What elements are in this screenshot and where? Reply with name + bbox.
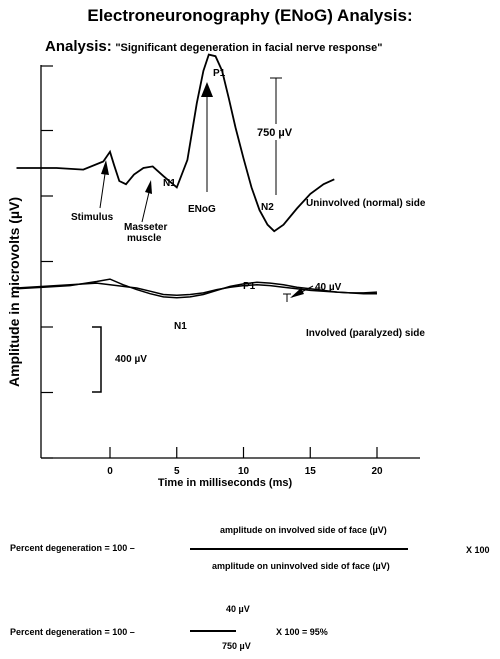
analysis-text: "Significant degeneration in facial nerv… xyxy=(115,42,383,54)
scale-bar-label: 400 µV xyxy=(115,354,147,365)
label-40uv: 40 µV xyxy=(315,282,342,293)
x-tick-label-15: 15 xyxy=(305,466,317,477)
x-tick-label-20: 20 xyxy=(371,466,383,477)
x-tick-label-0: 0 xyxy=(107,466,113,477)
arrow-40uv-head xyxy=(290,288,304,298)
label-stimulus: Stimulus xyxy=(71,212,114,223)
series-uninvolved-line xyxy=(16,53,335,233)
analysis-label: Analysis: xyxy=(45,38,112,55)
formula2-fraction-bar xyxy=(190,630,236,632)
formula2-numerator: 40 µV xyxy=(226,604,250,614)
label-uninvolved-side: Uninvolved (normal) side xyxy=(306,198,426,209)
formula1-mult: X 100 xyxy=(466,545,490,555)
formula1-left: Percent degeneration = 100 – xyxy=(10,543,135,553)
label-n2-normal: N2 xyxy=(261,202,274,213)
arrow-masseter-shaft xyxy=(141,187,151,223)
arrow-enog-head xyxy=(201,82,213,97)
amplitude-label-bg xyxy=(255,124,299,140)
formula2-denominator: 750 µV xyxy=(222,641,251,651)
x-tick-label-10: 10 xyxy=(238,466,250,477)
label-p1-involved: P1 xyxy=(243,281,256,292)
label-p1-normal: P1 xyxy=(213,68,226,79)
chart-title: Electroneuronography (ENoG) Analysis: xyxy=(87,6,413,25)
y-axis-label: Amplitude in microvolts (µV) xyxy=(6,197,22,387)
label-involved-side: Involved (paralyzed) side xyxy=(306,328,425,339)
label-n1-involved: N1 xyxy=(174,321,187,332)
formula2-result: X 100 = 95% xyxy=(276,627,328,637)
series-involved-line xyxy=(16,282,378,297)
analysis-line: Analysis: "Significant degeneration in f… xyxy=(45,38,383,55)
label-masseter: Masseter muscle xyxy=(124,222,167,244)
formula1-numerator: amplitude on involved side of face (µV) xyxy=(220,525,387,535)
x-axis-ticks: 0 5 10 15 20 xyxy=(107,447,383,477)
formula1-denominator: amplitude on uninvolved side of face (µV… xyxy=(212,561,390,571)
x-tick-label-5: 5 xyxy=(174,466,180,477)
formula2-left: Percent degeneration = 100 – xyxy=(10,627,135,637)
arrow-masseter-head xyxy=(145,180,152,194)
scale-bar xyxy=(92,326,102,393)
x-axis-label: Time in milliseconds (ms) xyxy=(158,477,293,489)
y-axis-ticks xyxy=(41,65,53,459)
formula1-fraction-bar xyxy=(190,548,408,550)
series-involved-line-2 xyxy=(16,278,377,299)
label-n1-normal: N1 xyxy=(163,178,176,189)
label-750uv: 750 µV xyxy=(257,127,293,139)
label-enog: ENoG xyxy=(188,204,216,215)
arrow-stimulus-head xyxy=(101,160,109,175)
